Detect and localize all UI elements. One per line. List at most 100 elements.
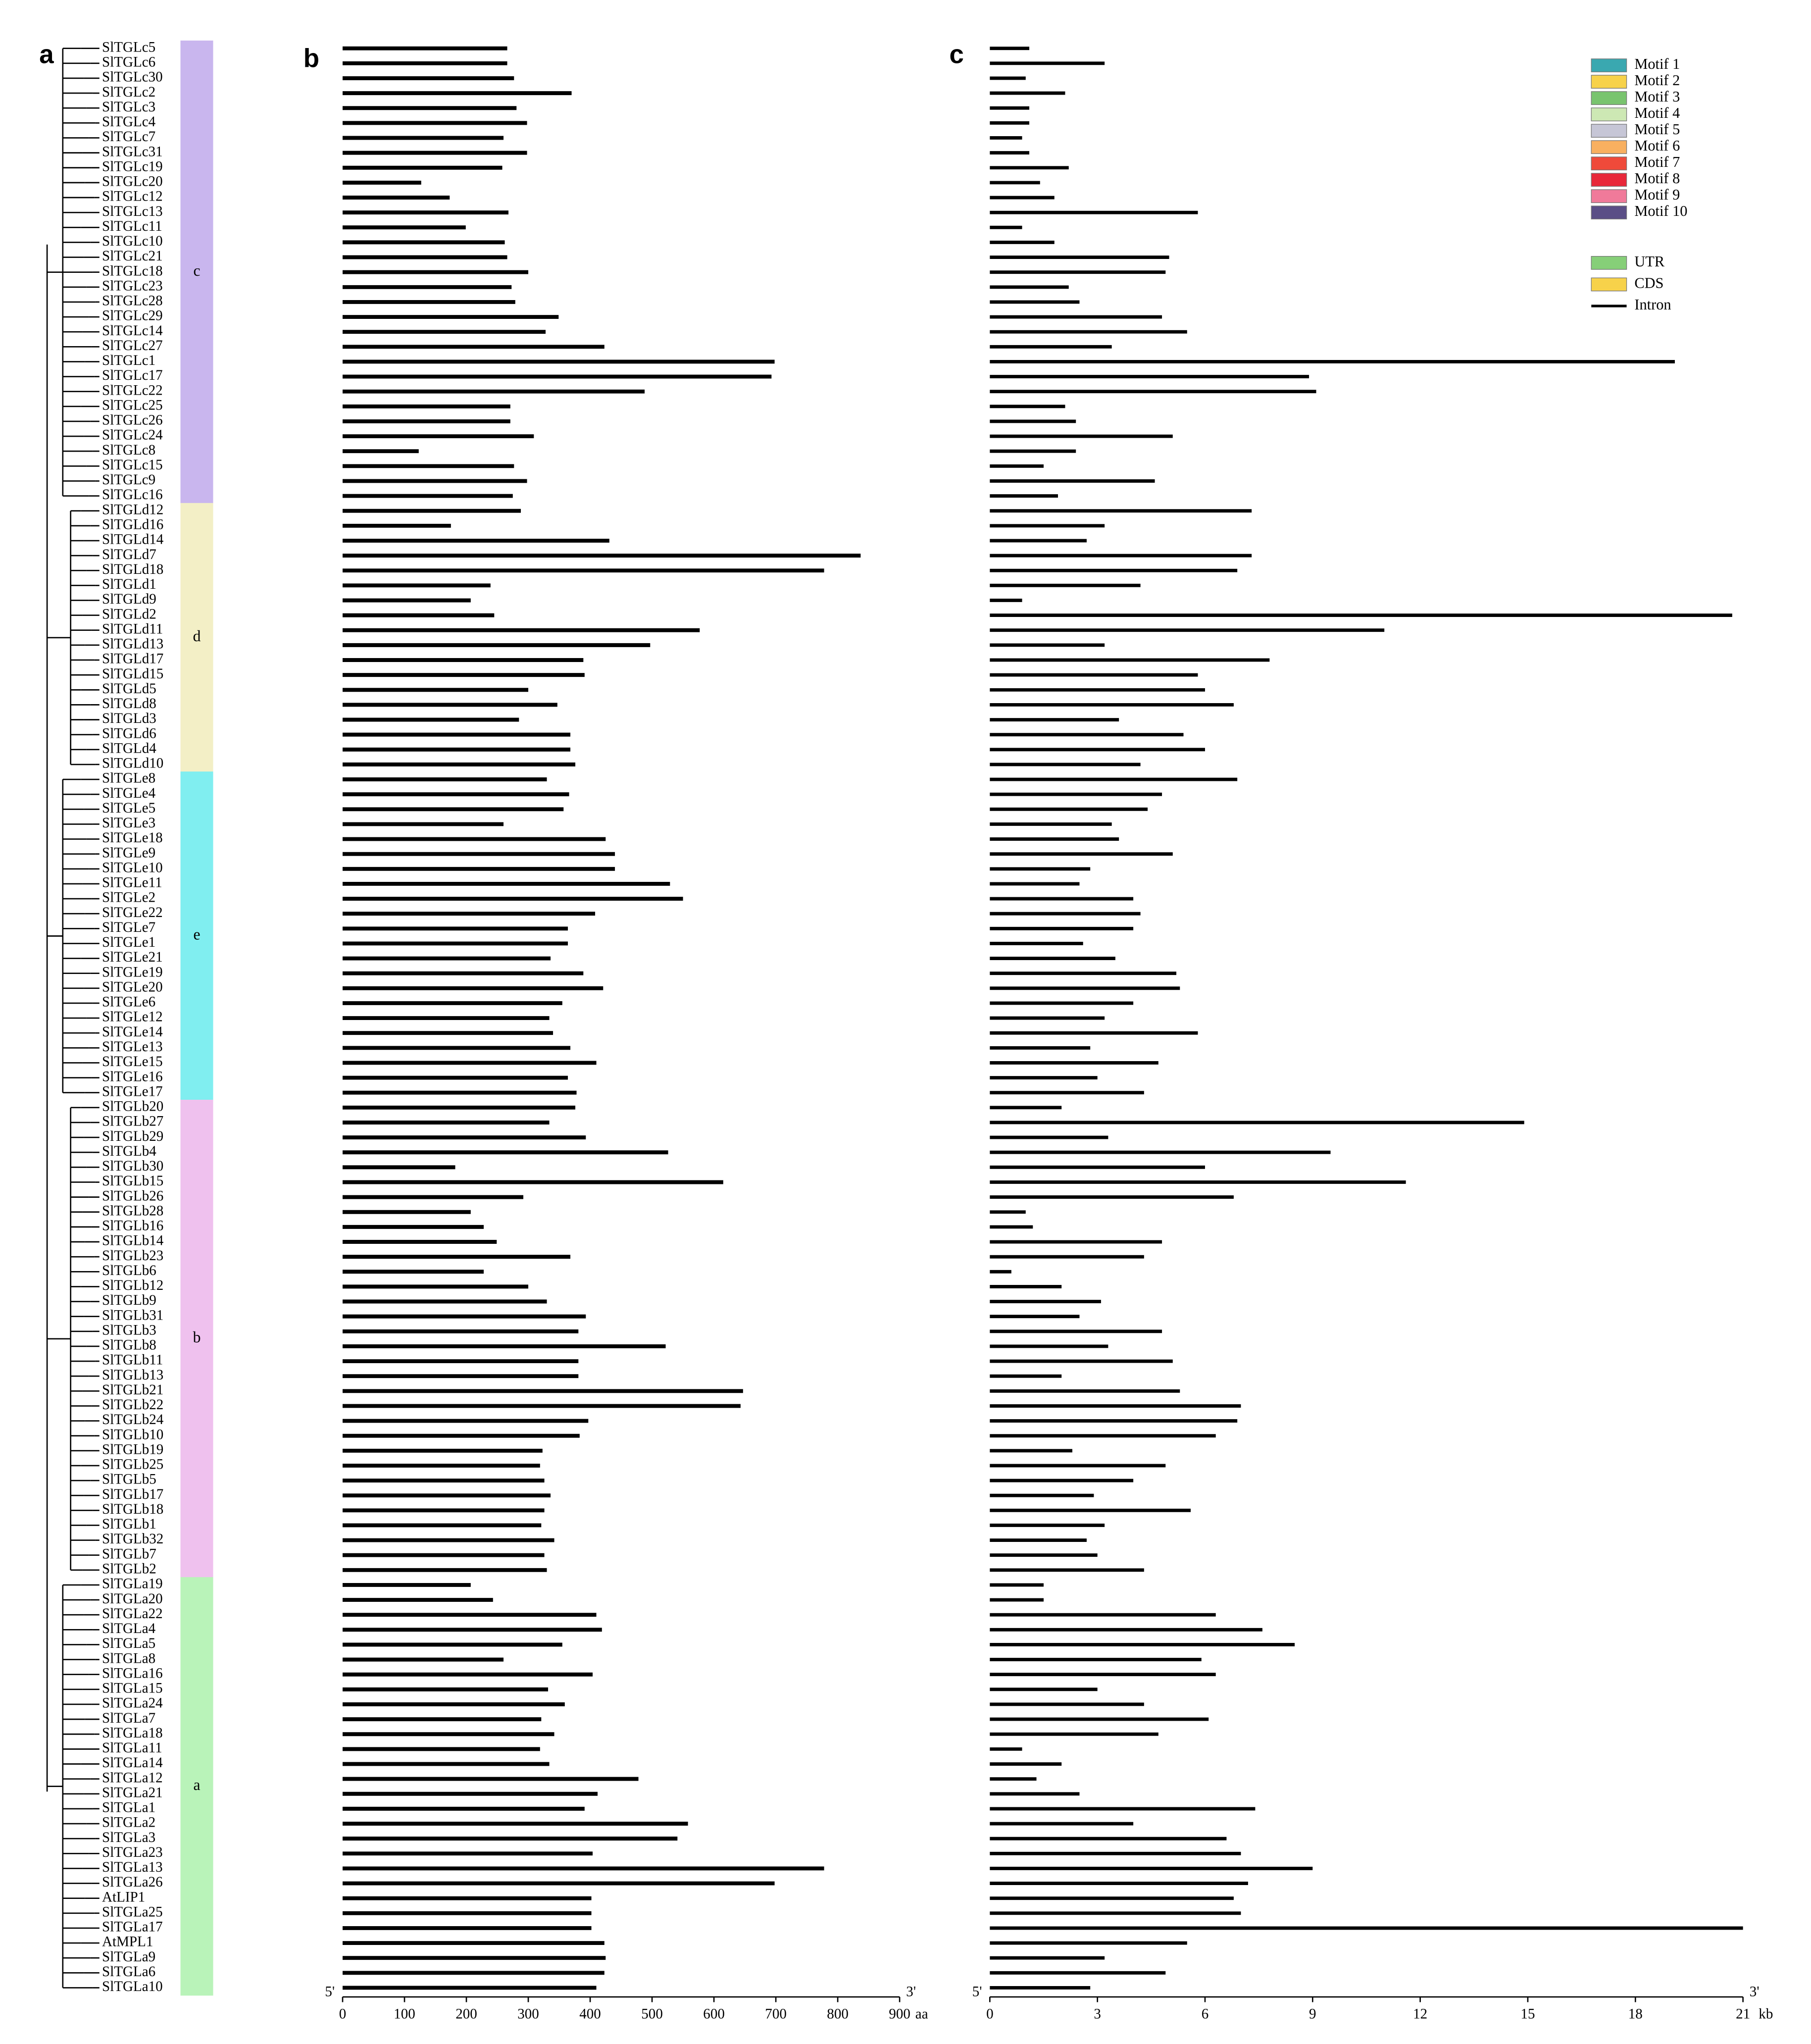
gene-name: SlTGLb26 [102,1188,163,1204]
tick-label: 600 [703,2006,725,2022]
gene-name: SlTGLd6 [102,725,156,741]
gene-name: SlTGLe18 [102,830,163,846]
gene-name: SlTGLa10 [102,1979,163,1994]
tick-label: 100 [394,2006,415,2022]
gene-name: SlTGLd3 [102,711,156,726]
gene-name: SlTGLe3 [102,815,155,831]
gene-name: SlTGLa11 [102,1740,162,1756]
gene-name: SlTGLb19 [102,1441,163,1457]
group-label: c [193,262,200,279]
gene-name: SlTGLc14 [102,323,163,339]
gene-name: SlTGLb25 [102,1457,163,1473]
legend-swatch [1591,91,1627,105]
tick-label: 6 [1202,2006,1209,2022]
axis-unit: aa [915,2006,928,2022]
gene-name: SlTGLe12 [102,1009,163,1025]
gene-name: SlTGLe4 [102,785,156,801]
gene-name: SlTGLa25 [102,1904,163,1920]
gene-name: SlTGLc10 [102,233,163,249]
gene-name: SlTGLe15 [102,1054,163,1070]
gene-name: SlTGLa7 [102,1710,155,1726]
gene-name: SlTGLa15 [102,1681,163,1696]
gene-name: SlTGLa17 [102,1919,163,1935]
gene-name: SlTGLd5 [102,681,156,697]
group-label: e [193,926,200,943]
gene-name: SlTGLa1 [102,1800,155,1816]
gene-name: SlTGLc26 [102,412,163,428]
gene-name: SlTGLb21 [102,1382,163,1398]
legend-label: Motif 3 [1634,88,1680,105]
gene-name: SlTGLe13 [102,1039,163,1055]
gene-name: SlTGLb2 [102,1561,156,1577]
gene-name: SlTGLb10 [102,1427,163,1442]
legend-swatch [1591,256,1627,270]
gene-name: SlTGLc18 [102,263,163,279]
gene-name: SlTGLc4 [102,114,156,130]
legend-swatch [1591,156,1627,170]
gene-name: SlTGLb11 [102,1352,163,1368]
gene-name: SlTGLb27 [102,1114,163,1129]
gene-name: SlTGLb6 [102,1263,156,1278]
gene-name: SlTGLe21 [102,949,163,965]
gene-name: SlTGLe11 [102,875,162,891]
tick-label: 200 [455,2006,477,2022]
gene-name: SlTGLa9 [102,1949,155,1965]
gene-name: SlTGLb18 [102,1501,163,1517]
gene-name: SlTGLe14 [102,1024,163,1040]
legend-swatch [1591,140,1627,154]
gene-name: SlTGLc31 [102,144,163,159]
legend-label: Motif 8 [1634,170,1680,187]
legend-label: Motif 10 [1634,203,1687,219]
gene-name: SlTGLe10 [102,860,163,875]
gene-name: SlTGLc24 [102,427,163,443]
legend-swatch [1591,58,1627,72]
gene-name: SlTGLd1 [102,576,156,592]
legend-swatch [1591,189,1627,204]
tick-label: 12 [1413,2006,1427,2022]
gene-name: SlTGLa3 [102,1830,155,1845]
legend-label: Motif 9 [1634,186,1680,203]
gene-name: SlTGLb24 [102,1412,164,1428]
gene-name: SlTGLb7 [102,1546,156,1562]
gene-name: SlTGLc20 [102,174,163,190]
gene-name: SlTGLc29 [102,308,163,324]
legend-swatch [1591,124,1627,138]
gene-name: SlTGLa16 [102,1665,163,1681]
axis-end: 3' [906,1984,916,2000]
gene-name: SlTGLe19 [102,964,163,980]
gene-name: SlTGLa8 [102,1650,155,1666]
gene-name: SlTGLc13 [102,204,163,219]
gene-name: SlTGLa19 [102,1576,163,1592]
panel-label: c [949,40,963,69]
legend-label: Motif 5 [1634,121,1680,138]
legend-label: Motif 7 [1634,153,1680,170]
gene-name: SlTGLb1 [102,1516,156,1532]
gene-name: SlTGLa22 [102,1606,163,1622]
gene-name: SlTGLa13 [102,1859,163,1875]
tick-label: 700 [765,2006,787,2022]
tick-label: 21 [1736,2006,1750,2022]
gene-name: SlTGLd4 [102,740,156,756]
gene-name: SlTGLe5 [102,800,155,816]
gene-name: SlTGLd13 [102,636,163,652]
tick-label: 9 [1309,2006,1316,2022]
gene-name: SlTGLd11 [102,621,163,637]
legend-swatch [1591,173,1627,187]
gene-name: SlTGLc6 [102,54,155,70]
gene-name: SlTGLa21 [102,1785,163,1800]
legend-label: Motif 2 [1634,72,1680,89]
gene-name: SlTGLa6 [102,1964,155,1980]
gene-name: SlTGLe17 [102,1083,163,1099]
axis-start: 5' [325,1984,335,2000]
gene-name: SlTGLd7 [102,547,156,562]
gene-name: SlTGLc7 [102,129,155,145]
gene-name: SlTGLc12 [102,189,163,204]
gene-name: SlTGLd8 [102,696,156,712]
gene-name: SlTGLc17 [102,367,163,383]
gene-name: SlTGLa2 [102,1815,155,1831]
legend-swatch [1591,75,1627,89]
gene-name: SlTGLd16 [102,517,163,533]
tick-label: 0 [986,2006,994,2022]
gene-name: SlTGLb22 [102,1397,163,1413]
